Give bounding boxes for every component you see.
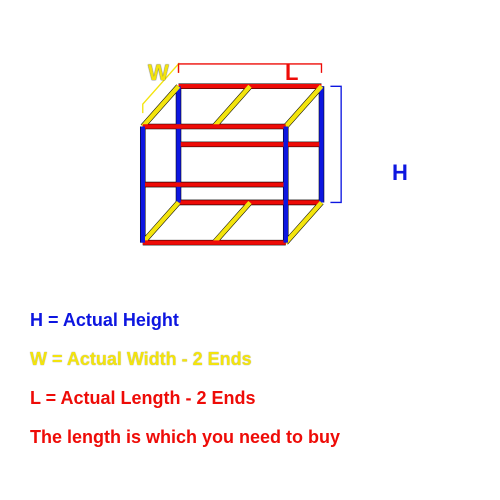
dim-label-h: H	[392, 160, 408, 186]
frame-svg	[120, 55, 380, 265]
figure: W L H H = Actual Height W = Actual Width…	[0, 0, 500, 500]
legend-height: H = Actual Height	[30, 310, 340, 331]
dim-label-w: W	[148, 60, 169, 86]
legend-note: The length is which you need to buy	[30, 427, 340, 448]
legend-length: L = Actual Length - 2 Ends	[30, 388, 340, 409]
legend: H = Actual Height W = Actual Width - 2 E…	[30, 310, 340, 466]
legend-width: W = Actual Width - 2 Ends	[30, 349, 340, 370]
frame-diagram	[120, 55, 380, 270]
dim-label-l: L	[285, 60, 298, 86]
